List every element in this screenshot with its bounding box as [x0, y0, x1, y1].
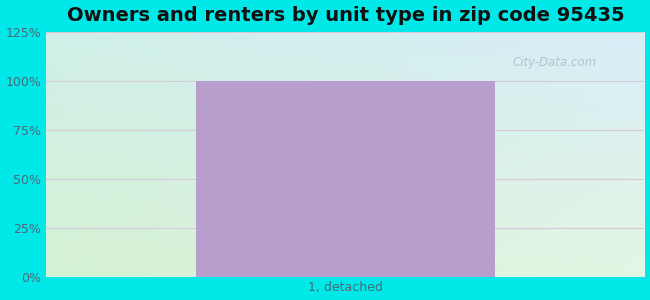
Title: Owners and renters by unit type in zip code 95435: Owners and renters by unit type in zip c… [66, 6, 624, 25]
Bar [196, 81, 495, 277]
Text: City-Data.com: City-Data.com [513, 56, 597, 69]
